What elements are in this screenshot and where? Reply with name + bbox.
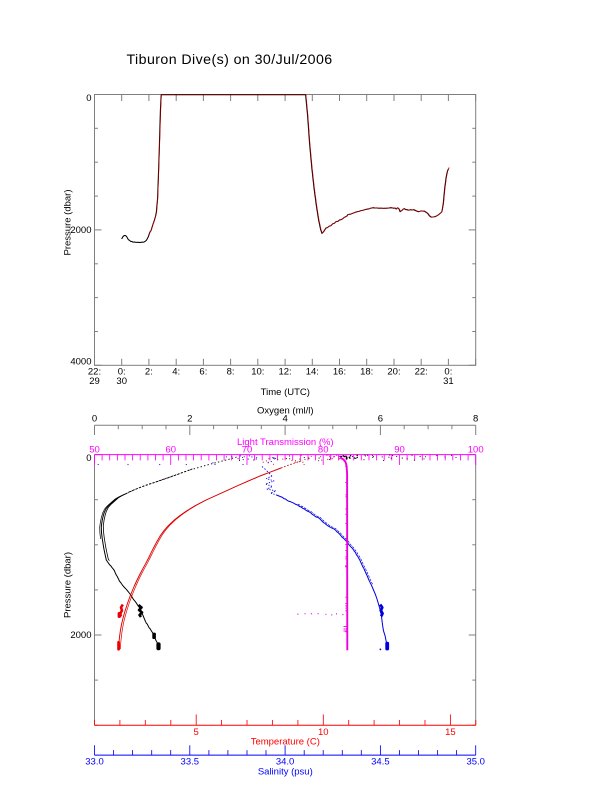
svg-text:12:: 12: [278, 367, 291, 378]
svg-text:15: 15 [445, 727, 456, 738]
svg-text:20:: 20: [387, 367, 400, 378]
svg-text:Light Transmission (%): Light Transmission (%) [237, 437, 334, 448]
svg-text:34.5: 34.5 [371, 757, 390, 768]
svg-text:70: 70 [242, 444, 253, 455]
svg-text:31: 31 [443, 376, 454, 387]
svg-text:2: 2 [187, 414, 192, 425]
svg-text:14:: 14: [306, 367, 319, 378]
svg-text:60: 60 [165, 444, 176, 455]
svg-text:0: 0 [86, 453, 91, 464]
svg-text:35.0: 35.0 [466, 757, 485, 768]
svg-text:33.5: 33.5 [181, 757, 200, 768]
svg-text:4: 4 [282, 414, 287, 425]
svg-text:34.0: 34.0 [276, 757, 295, 768]
svg-text:80: 80 [318, 444, 329, 455]
svg-text:10: 10 [318, 727, 329, 738]
svg-text:Salinity (psu): Salinity (psu) [258, 766, 313, 777]
svg-text:8: 8 [473, 414, 478, 425]
svg-text:0:: 0: [118, 367, 126, 378]
svg-text:100: 100 [468, 444, 484, 455]
svg-text:4:: 4: [172, 367, 180, 378]
svg-text:0: 0 [86, 93, 91, 104]
svg-text:2000: 2000 [70, 225, 91, 236]
svg-text:90: 90 [394, 444, 405, 455]
svg-text:2000: 2000 [70, 630, 91, 641]
svg-text:33.0: 33.0 [85, 757, 104, 768]
svg-text:8:: 8: [227, 367, 235, 378]
svg-text:22:: 22: [415, 367, 428, 378]
svg-text:30: 30 [116, 376, 127, 387]
svg-text:Pressure (dbar): Pressure (dbar) [63, 190, 74, 256]
svg-text:22:: 22: [88, 367, 101, 378]
svg-text:29: 29 [89, 376, 100, 387]
svg-text:Pressure (dbar): Pressure (dbar) [63, 552, 74, 618]
svg-text:10:: 10: [251, 367, 264, 378]
svg-text:Oxygen (ml/l): Oxygen (ml/l) [257, 406, 313, 417]
svg-text:6: 6 [378, 414, 383, 425]
svg-text:0: 0 [92, 414, 97, 425]
svg-text:16:: 16: [333, 367, 346, 378]
svg-text:6:: 6: [199, 367, 207, 378]
svg-text:2:: 2: [145, 367, 153, 378]
svg-text:4000: 4000 [70, 357, 91, 368]
svg-text:Time (UTC): Time (UTC) [261, 387, 310, 398]
svg-text:50: 50 [89, 444, 100, 455]
svg-text:0:: 0: [444, 367, 452, 378]
svg-text:5: 5 [194, 727, 199, 738]
svg-text:Tiburon Dive(s) on 30/Jul/2006: Tiburon Dive(s) on 30/Jul/2006 [127, 52, 333, 68]
svg-text:Temperature (C): Temperature (C) [251, 736, 320, 747]
svg-text:18:: 18: [360, 367, 373, 378]
